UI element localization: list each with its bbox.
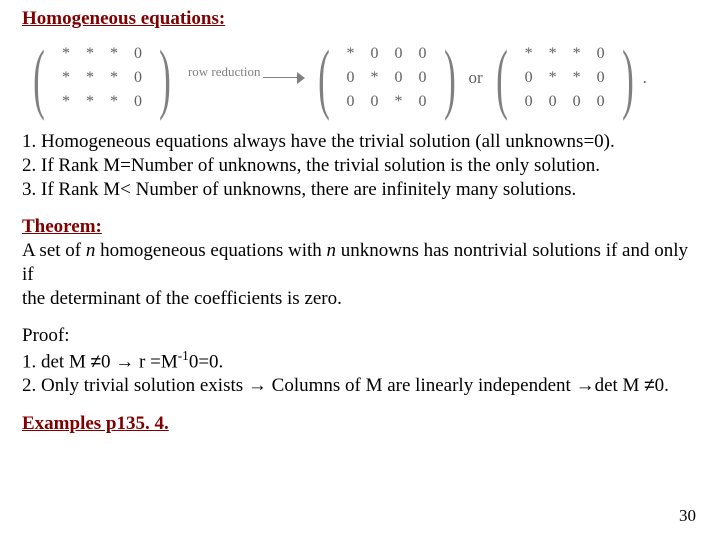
rparen-icon: ) — [444, 39, 456, 117]
slide: Homogeneous equations: ( ***0 ***0 ***0 … — [0, 0, 720, 540]
arrow-right-icon — [263, 72, 305, 84]
lparen-icon: ( — [33, 39, 45, 117]
theorem-line: the determinant of the coefficients is z… — [22, 287, 698, 311]
rparen-icon: ) — [159, 39, 171, 117]
row-reduction-label: row reduction — [188, 64, 261, 80]
implies-icon: → — [115, 351, 134, 372]
period: . — [643, 68, 647, 88]
list-item: 3. If Rank M< Number of unknowns, there … — [22, 178, 698, 202]
matrix-2: ( *000 0*00 00*0 ) — [311, 39, 463, 117]
section-title: Homogeneous equations: — [22, 8, 698, 30]
examples-line: Examples p135. 4. — [22, 412, 698, 436]
theorem-line: A set of n homogeneous equations with n … — [22, 239, 698, 287]
theorem-block: Theorem: A set of n homogeneous equation… — [22, 215, 698, 310]
matrix-1: ( ***0 ***0 ***0 ) — [26, 39, 178, 117]
proof-line: 1. det M ≠0 → r =M-10=0. — [22, 348, 698, 374]
proof-block: Proof: 1. det M ≠0 → r =M-10=0. 2. Only … — [22, 324, 698, 398]
theorem-heading: Theorem: — [22, 216, 102, 237]
lparen-icon: ( — [496, 39, 508, 117]
proof-line: 2. Only trivial solution exists → Column… — [22, 374, 698, 398]
matrix-3: ( ***0 0**0 0000 ) — [489, 39, 641, 117]
proof-heading: Proof: — [22, 324, 698, 348]
lparen-icon: ( — [318, 39, 330, 117]
list-item: 1. Homogeneous equations always have the… — [22, 130, 698, 154]
list-item: 2. If Rank M=Number of unknowns, the tri… — [22, 154, 698, 178]
page-number: 30 — [679, 506, 696, 526]
implies-icon: → — [576, 375, 595, 396]
rparen-icon: ) — [622, 39, 634, 117]
implies-icon: → — [248, 375, 267, 396]
numbered-list: 1. Homogeneous equations always have the… — [22, 130, 698, 201]
matrix-equation-row: ( ***0 ***0 ***0 ) row reduction ( *000 … — [26, 36, 698, 120]
or-label: or — [469, 68, 483, 88]
